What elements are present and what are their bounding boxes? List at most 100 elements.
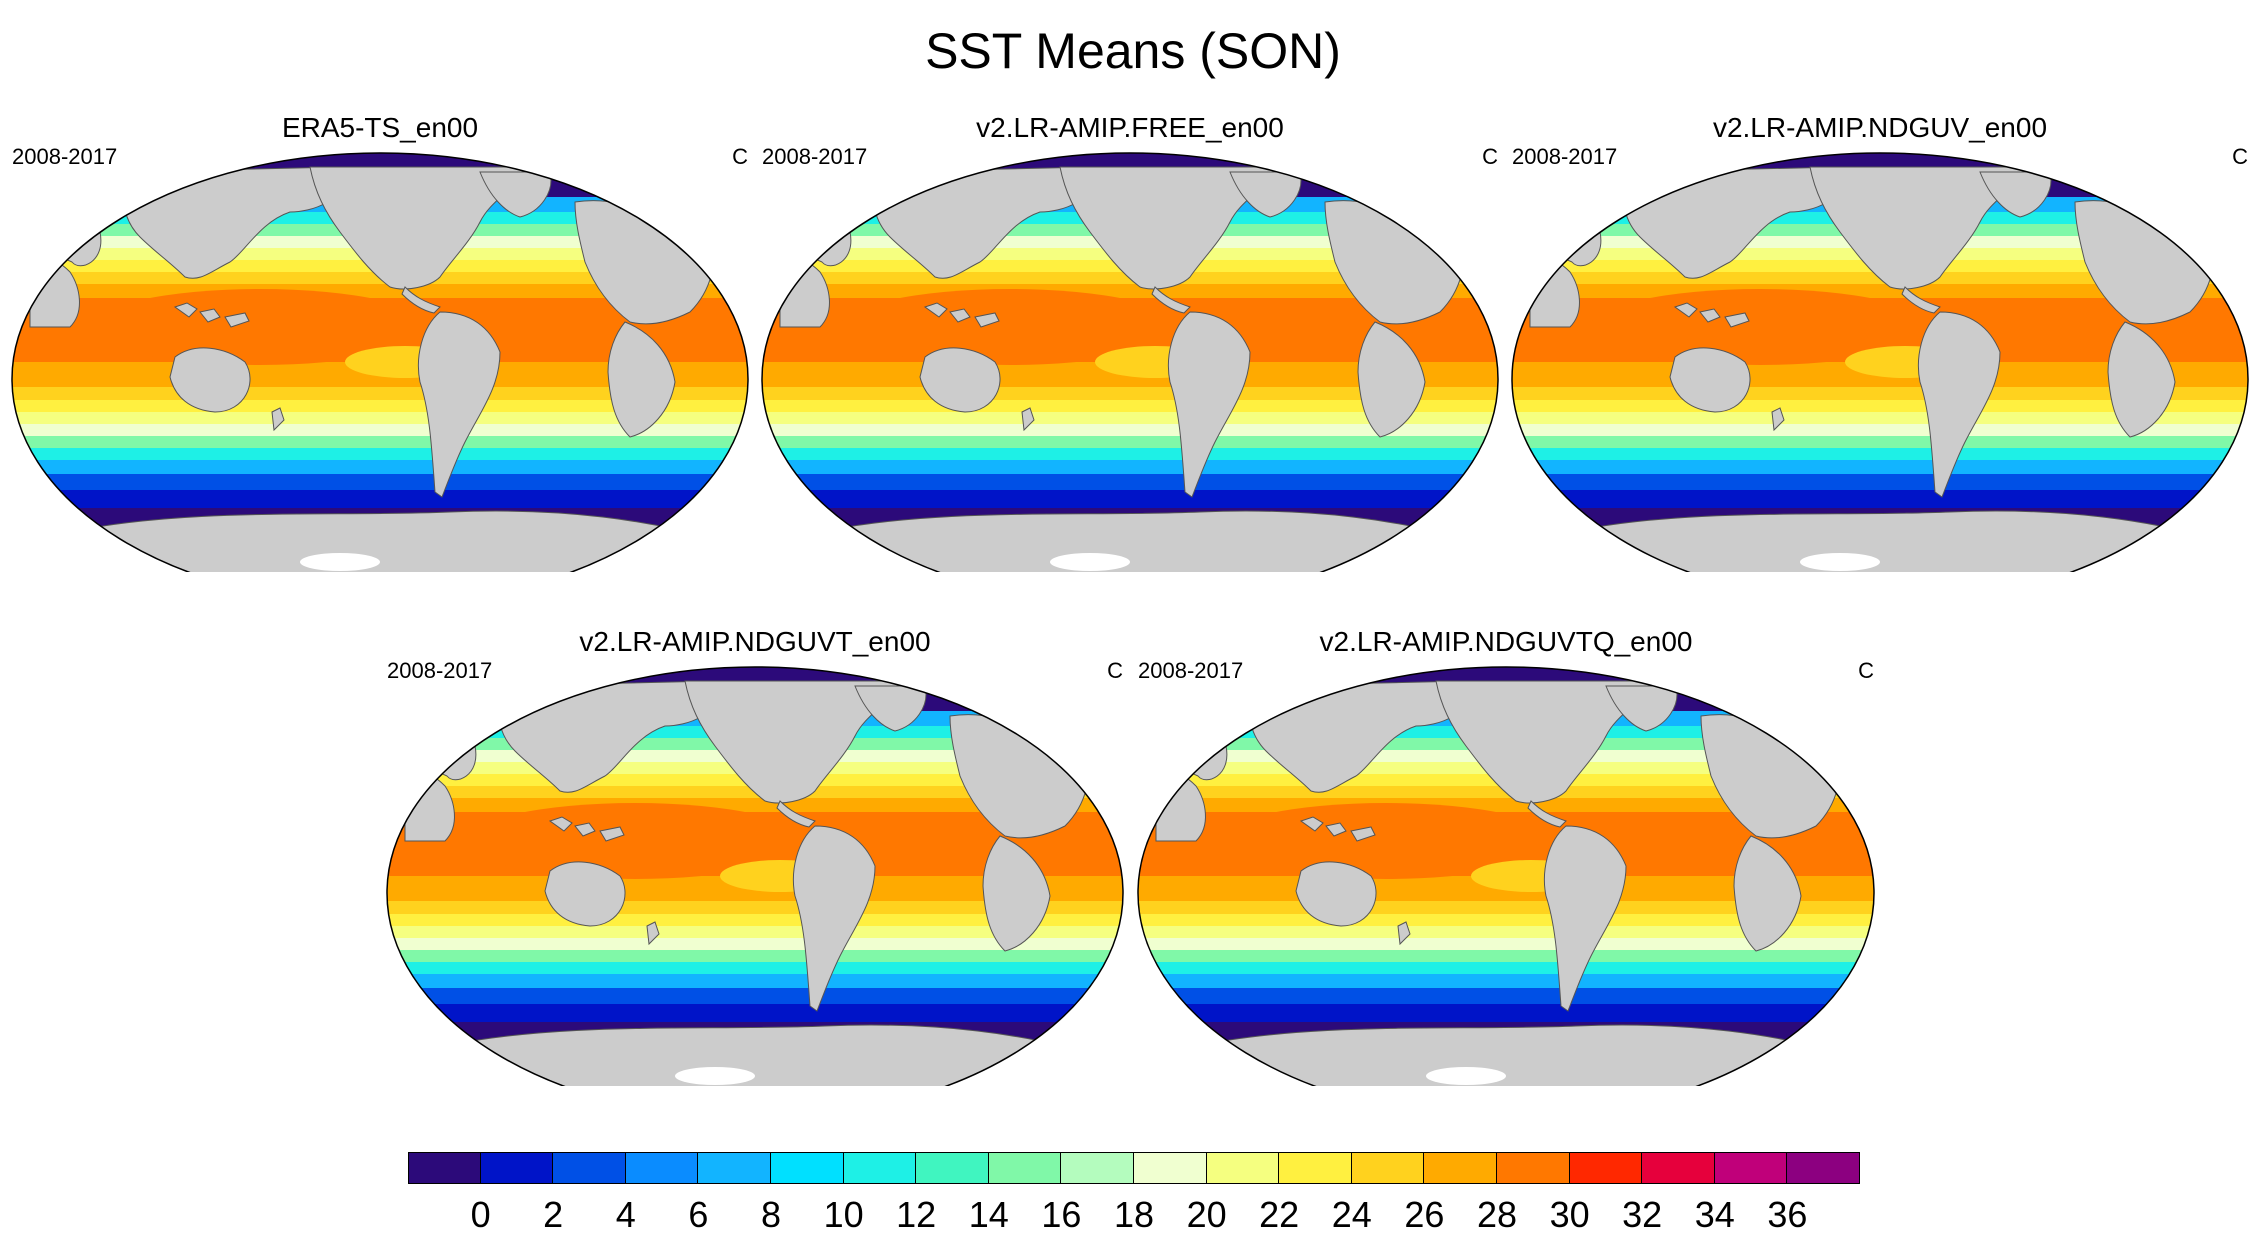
land-mass	[169, 347, 251, 413]
map-panel-era5: ERA5-TS_en00 2008-2017 C	[10, 112, 750, 572]
map-outline	[386, 666, 1124, 1086]
land-mass	[1771, 407, 1785, 432]
colorbar-tick-label: 12	[896, 1194, 937, 1235]
land-mass	[2107, 321, 2176, 438]
panel-units: C	[1482, 144, 1498, 169]
land-mass	[173, 302, 250, 328]
colorbar-box	[625, 1152, 699, 1184]
land-mass	[919, 347, 1001, 413]
warm-pool	[90, 289, 430, 365]
land-mass	[684, 680, 907, 804]
land-mass	[646, 921, 660, 946]
ice-shelf	[1426, 1067, 1506, 1085]
land-mass	[1155, 713, 1228, 781]
sst-map	[1511, 152, 2249, 572]
sst-map	[761, 152, 1499, 572]
sst-band	[387, 950, 1123, 962]
colorbar-tick-label: 26	[1404, 1194, 1445, 1235]
land-mass	[1435, 680, 1658, 804]
panel-title: v2.LR-AMIP.FREE_en00	[976, 112, 1284, 143]
land-mass	[1605, 685, 1678, 732]
sst-band	[762, 436, 1498, 448]
colorbar-tick-label: 0	[470, 1194, 491, 1235]
map-panel-free: v2.LR-AMIP.FREE_en00 2008-2017 C	[760, 112, 1500, 572]
ice-shelf	[675, 1067, 755, 1085]
sst-band	[387, 988, 1123, 1004]
land-mass	[792, 825, 876, 1012]
land-mass	[1733, 835, 1802, 952]
land-mass	[923, 302, 1000, 328]
colorbar-tick-label: 22	[1259, 1194, 1300, 1235]
warm-pool	[1216, 803, 1556, 879]
panel-title: ERA5-TS_en00	[281, 112, 479, 143]
colorbar-tick-label: 36	[1767, 1194, 1808, 1235]
sst-band	[1512, 460, 2248, 474]
colorbar-tick-label: 28	[1476, 1194, 1518, 1235]
land-mass	[29, 199, 102, 267]
sst-band	[1138, 938, 1874, 950]
sst-band	[762, 448, 1498, 460]
land-mass	[1229, 171, 1302, 218]
map-panel-ndguv: v2.LR-AMIP.NDGUV_en00 2008-2017 C	[1510, 112, 2250, 572]
map-panel-ndguvtq: v2.LR-AMIP.NDGUVTQ_en00 2008-2017 C	[1136, 626, 1876, 1086]
panel-period: 2008-2017	[1138, 658, 1244, 683]
sst-band	[387, 1004, 1123, 1022]
colorbar-box	[698, 1152, 771, 1184]
land-mass	[1059, 166, 1282, 290]
warm-pool	[1590, 289, 1930, 365]
colorbar-box	[553, 1152, 626, 1184]
land-mass	[497, 680, 718, 793]
land-mass	[1357, 321, 1426, 438]
panel-units: C	[1107, 658, 1123, 683]
land-mass	[1299, 816, 1376, 842]
ice-shelf	[1800, 553, 1880, 571]
land-mass	[1673, 302, 1750, 328]
colorbar-box	[1569, 1152, 1643, 1184]
sst-band	[387, 962, 1123, 974]
land-mass	[1622, 166, 1843, 279]
sst-band	[1512, 412, 2248, 424]
sst-band	[1138, 962, 1874, 974]
land-mass	[1809, 166, 2032, 290]
colorbar-tick-label: 30	[1549, 1194, 1590, 1235]
colorbar-box	[1279, 1152, 1352, 1184]
colorbar-box	[843, 1152, 917, 1184]
land-mass	[1021, 407, 1035, 432]
sst-band	[387, 938, 1123, 950]
land-mass	[1527, 800, 1567, 828]
land-mass	[1979, 171, 2052, 218]
sst-map	[386, 666, 1124, 1086]
colorbar-box	[408, 1152, 481, 1184]
colorbar	[408, 1152, 1860, 1186]
land-mass	[1295, 861, 1377, 927]
sst-band	[1138, 950, 1874, 962]
colorbar-tick-label: 16	[1041, 1194, 1082, 1235]
panel-units: C	[732, 144, 748, 169]
colorbar-tick-label: 32	[1622, 1194, 1663, 1235]
panel-period: 2008-2017	[387, 658, 493, 683]
colorbar-box	[480, 1152, 554, 1184]
map-outline	[1137, 666, 1875, 1086]
panel-period: 2008-2017	[12, 144, 118, 169]
colorbar-box	[1424, 1152, 1497, 1184]
colorbar-tick-label: 8	[760, 1194, 782, 1235]
colorbar-tick-label: 6	[688, 1194, 709, 1235]
sst-band	[12, 412, 748, 424]
sst-band	[387, 974, 1123, 988]
sst-band	[1138, 1004, 1874, 1022]
sst-band	[12, 490, 748, 508]
warm-pool	[465, 803, 805, 879]
map-outline	[1511, 152, 2249, 572]
colorbar-box	[1497, 1152, 1570, 1184]
colorbar-tick-label: 2	[543, 1194, 564, 1235]
figure-title: SST Means (SON)	[925, 23, 1341, 79]
panel-units: C	[1858, 658, 1874, 683]
colorbar-tick-label: 18	[1113, 1194, 1155, 1235]
sst-map	[11, 152, 749, 572]
sst-band	[1138, 988, 1874, 1004]
colorbar-box	[1206, 1152, 1280, 1184]
colorbar-tick-label: 14	[968, 1194, 1009, 1235]
colorbar-box	[988, 1152, 1062, 1184]
land-mass	[607, 321, 676, 438]
land-mass	[417, 311, 501, 498]
